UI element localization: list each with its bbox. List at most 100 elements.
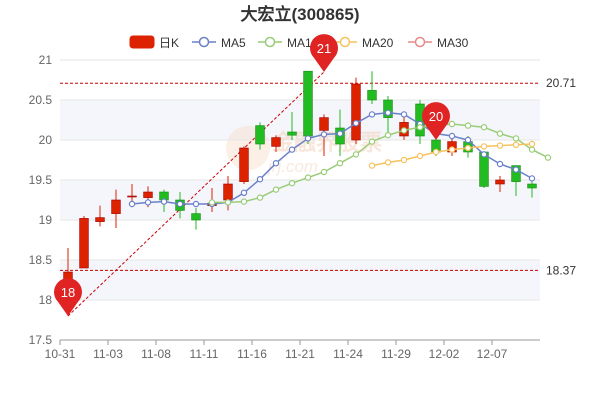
ma10-point — [400, 127, 408, 134]
ma10-point — [512, 135, 520, 142]
legend-item-daily-k[interactable]: 日K — [129, 35, 179, 50]
background-band — [60, 100, 540, 140]
y-tick-label: 17.5 — [29, 333, 53, 347]
x-tick-label: 11-16 — [237, 347, 267, 361]
background-band — [60, 180, 540, 220]
y-tick-label: 18 — [39, 293, 53, 307]
y-tick-label: 18.5 — [29, 253, 53, 267]
candle-body — [303, 70, 313, 137]
trend-line — [67, 71, 325, 317]
candle-body — [143, 191, 153, 198]
ma10-point — [464, 122, 472, 129]
legend-label-ma20: MA20 — [362, 36, 394, 50]
ma10-point — [384, 131, 392, 139]
markers: 18 21 20 — [54, 34, 450, 316]
marker-pin-icon — [310, 34, 338, 72]
price-marker: 20 — [422, 102, 450, 140]
ma5-point — [368, 111, 376, 118]
marker-pin-icon — [54, 278, 82, 316]
candle-body — [191, 213, 201, 221]
ma10-point — [352, 151, 360, 158]
legend-label-ma5: MA5 — [221, 36, 246, 50]
ma5-point — [352, 119, 360, 127]
candle-body — [239, 147, 249, 182]
ma20-point — [432, 148, 440, 156]
x-tick-label: 10-31 — [45, 347, 76, 361]
reference-label: 20.71 — [546, 76, 576, 90]
chart-title: 大宏立(300865) — [240, 4, 359, 24]
candle-body — [383, 99, 393, 118]
legend-marker-ma30 — [414, 36, 426, 48]
candle-body — [111, 199, 121, 214]
price-marker: 18 — [54, 278, 82, 316]
candle — [527, 181, 537, 198]
candle — [191, 208, 201, 230]
ma5-point — [448, 132, 456, 140]
candle-body — [367, 90, 377, 101]
candle — [255, 122, 265, 150]
ma10-point — [272, 186, 280, 193]
marker-label: 20 — [429, 109, 443, 124]
ma20-point — [368, 162, 376, 169]
candle-body — [287, 131, 297, 136]
legend-label-ma30: MA30 — [437, 36, 469, 50]
candle — [495, 176, 505, 192]
ma5-point — [288, 146, 296, 153]
candle — [95, 205, 105, 227]
y-tick-label: 20 — [39, 133, 53, 147]
ma10-point — [304, 174, 312, 181]
ma5-point — [400, 111, 408, 118]
y-axis: 17.5 18 18.5 19 19.5 20 20.5 21 — [29, 53, 53, 347]
candle — [367, 71, 377, 104]
candle — [239, 146, 249, 184]
ma5-point — [496, 160, 504, 168]
ma5-point — [480, 151, 488, 158]
ma5-point — [176, 200, 184, 208]
x-tick-label: 11-11 — [190, 347, 219, 361]
candle — [271, 135, 281, 152]
ma20-point — [416, 152, 424, 160]
y-tick-label: 20.5 — [29, 93, 53, 107]
legend-item-ma5[interactable]: MA5 — [192, 36, 246, 50]
legend-label-daily-k: 日K — [159, 36, 179, 50]
moving-average-lines — [128, 109, 552, 208]
candle-body — [351, 83, 361, 141]
candle — [351, 77, 361, 144]
watermark-sub: jrj.com — [266, 157, 318, 176]
candle-body — [255, 125, 265, 145]
candle-body — [95, 217, 105, 222]
ma20-point — [512, 141, 520, 148]
marker-pin-icon — [422, 102, 450, 140]
ma20-point — [496, 142, 504, 149]
ma5-point — [272, 159, 280, 167]
x-tick-label: 11-21 — [285, 347, 315, 361]
legend-item-ma10[interactable]: MA10 — [258, 36, 319, 50]
ma10-point — [336, 159, 344, 167]
candle — [79, 216, 89, 269]
ma5-point — [240, 189, 248, 196]
legend-marker-ma20 — [339, 36, 351, 48]
candle-body — [271, 137, 281, 147]
x-axis: 10-31 11-03 11-08 11-11 11-16 11-21 11-24 11-29… — [45, 339, 540, 361]
y-tick-label: 19 — [39, 213, 53, 227]
ma10-point — [368, 138, 376, 145]
legend-item-ma30[interactable]: MA30 — [408, 36, 469, 50]
reference-label: 18.37 — [546, 263, 576, 277]
marker-label: 18 — [61, 285, 75, 300]
ma5-point — [320, 131, 328, 138]
y-tick-label: 21 — [39, 53, 53, 67]
ma20-point — [528, 140, 536, 148]
legend-item-ma20[interactable]: MA20 — [333, 36, 394, 50]
ma10-point — [544, 154, 552, 161]
candle-body — [127, 195, 137, 198]
ma10-point — [240, 198, 248, 205]
candle-body — [319, 117, 329, 131]
candle-body — [495, 179, 505, 185]
ma20-point — [384, 159, 392, 166]
ma5-point — [464, 136, 472, 144]
ma10-point — [256, 194, 264, 201]
ma5-point — [528, 175, 536, 182]
ma5-point — [304, 135, 312, 142]
candle-body — [79, 218, 89, 269]
ma20-point — [464, 144, 472, 152]
